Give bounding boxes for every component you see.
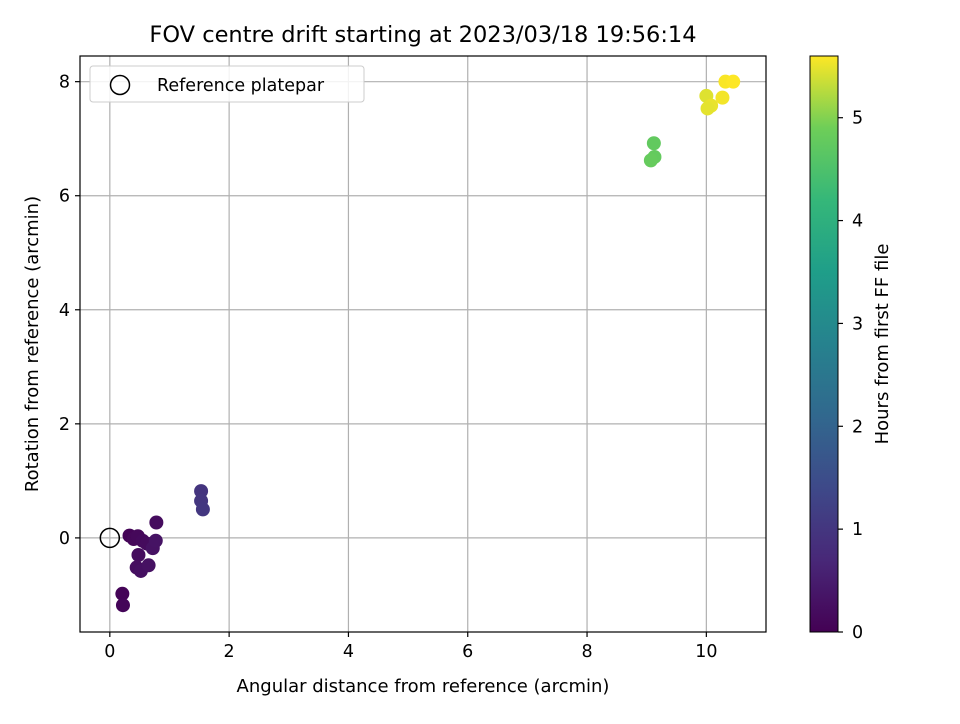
- data-point: [646, 136, 661, 151]
- x-tick-label: 6: [462, 642, 473, 662]
- y-tick-label: 8: [59, 73, 70, 93]
- colorbar-tick-label: 5: [852, 109, 863, 129]
- colorbar-tick-label: 1: [852, 520, 863, 540]
- reference-platepar-marker: [99, 527, 121, 549]
- colorbar-gradient: [809, 55, 839, 633]
- colorbar-tick-label: 2: [852, 417, 863, 437]
- data-point: [131, 548, 146, 563]
- data-point: [115, 586, 130, 601]
- legend: Reference platepar: [89, 65, 365, 103]
- y-tick-label: 2: [59, 415, 70, 435]
- data-point: [726, 74, 741, 89]
- y-tick-label: 6: [59, 187, 70, 207]
- y-tick-label: 4: [59, 301, 70, 321]
- data-point: [115, 598, 130, 613]
- data-point: [194, 484, 209, 499]
- data-point: [715, 90, 730, 105]
- y-axis-label: Rotation from reference (arcmin): [22, 196, 43, 492]
- data-point: [700, 101, 715, 116]
- data-point: [141, 558, 156, 573]
- x-axis-label: Angular distance from reference (arcmin): [237, 676, 610, 697]
- grid: [80, 56, 766, 632]
- colorbar-ticks: 0 1 2 3 4 5: [838, 109, 863, 643]
- y-tick-label: 0: [59, 529, 70, 549]
- x-tick-label: 2: [224, 642, 235, 662]
- plot-frame: [79, 55, 767, 633]
- data-points: [115, 74, 741, 613]
- data-point: [195, 502, 210, 517]
- colorbar-tick-label: 0: [852, 623, 863, 643]
- x-tick-label: 8: [581, 642, 592, 662]
- colorbar-tick-label: 4: [852, 212, 863, 232]
- y-axis-ticks: 0 2 4 6 8: [59, 73, 80, 549]
- data-point: [643, 153, 658, 168]
- chart-title: FOV centre drift starting at 2023/03/18 …: [149, 22, 696, 48]
- x-tick-label: 0: [104, 642, 115, 662]
- x-axis-ticks: 0 2 4 6 8 10: [104, 632, 717, 662]
- data-point: [149, 515, 164, 530]
- colorbar-label: Hours from first FF file: [872, 244, 893, 445]
- colorbar-tick-label: 3: [852, 314, 863, 334]
- legend-marker-icon: [109, 74, 131, 96]
- data-point: [148, 533, 163, 548]
- legend-box: [89, 65, 365, 103]
- x-tick-label: 4: [343, 642, 354, 662]
- x-tick-label: 10: [695, 642, 717, 662]
- legend-entry-reference: Reference platepar: [157, 76, 325, 96]
- colorbar: 0 1 2 3 4 5 Hours from first FF file: [809, 55, 893, 643]
